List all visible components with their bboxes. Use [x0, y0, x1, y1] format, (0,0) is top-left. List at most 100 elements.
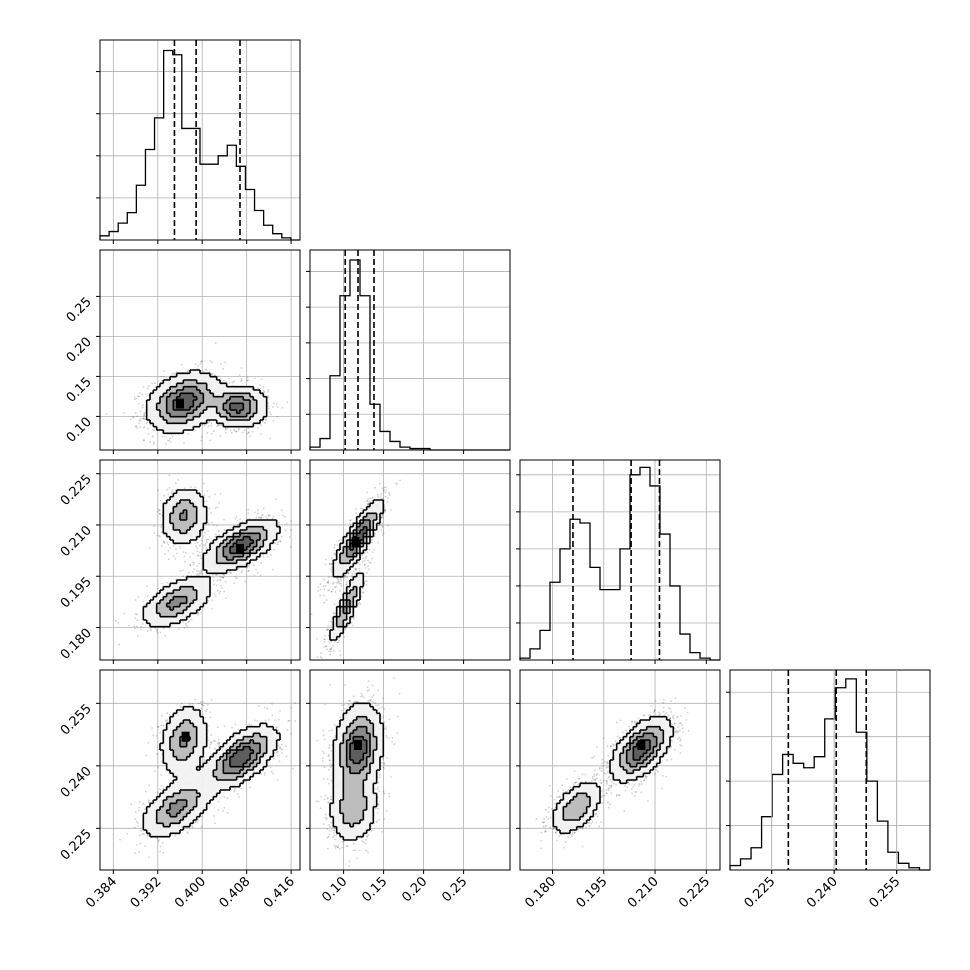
scatter-point	[276, 406, 279, 408]
scatter-point	[367, 502, 370, 505]
pair-plot-area	[105, 342, 289, 445]
scatter-point	[380, 493, 383, 495]
scatter-point	[160, 375, 163, 378]
scatter-point	[271, 406, 274, 408]
contour-line	[165, 509, 261, 611]
scatter-point	[134, 425, 137, 428]
scatter-point	[146, 387, 149, 390]
scatter-point	[182, 575, 185, 578]
scatter-point	[207, 599, 210, 602]
scatter-point	[334, 586, 336, 589]
scatter-point	[218, 501, 221, 504]
scatter-point	[240, 569, 243, 572]
hist-panel-2-frame	[519, 459, 721, 661]
scatter-point	[214, 533, 217, 536]
scatter-point	[260, 514, 263, 517]
scatter-point	[260, 517, 262, 519]
scatter-point	[162, 494, 165, 497]
scatter-point	[359, 507, 362, 510]
scatter-point	[218, 592, 221, 595]
scatter-point	[190, 618, 193, 621]
scatter-point	[198, 551, 201, 554]
scatter-point	[367, 503, 369, 506]
scatter-point	[203, 531, 206, 534]
scatter-point	[270, 548, 273, 551]
scatter-point	[198, 562, 201, 565]
pair-plot-area	[114, 474, 293, 646]
scatter-point	[388, 494, 391, 496]
scatter-point	[216, 524, 218, 527]
scatter-point	[143, 439, 145, 441]
scatter-point	[238, 521, 241, 524]
scatter-point	[384, 495, 387, 498]
hist-panel-0-frame	[99, 39, 301, 241]
scatter-point	[210, 607, 213, 610]
scatter-point	[238, 374, 241, 376]
scatter-point	[134, 617, 137, 619]
scatter-point	[193, 568, 195, 571]
contour-line	[155, 379, 258, 425]
scatter-point	[138, 422, 140, 425]
scatter-point	[177, 628, 180, 631]
scatter-point	[207, 530, 209, 532]
scatter-point	[381, 515, 383, 518]
scatter-point	[167, 549, 170, 552]
scatter-point	[267, 402, 270, 405]
scatter-point	[197, 612, 200, 615]
scatter-point	[135, 427, 138, 429]
scatter-point	[186, 574, 189, 577]
scatter-point	[114, 619, 117, 622]
scatter-point	[267, 407, 270, 410]
scatter-point	[333, 553, 336, 556]
scatter-point	[259, 433, 262, 435]
scatter-point	[214, 342, 217, 344]
scatter-point	[197, 611, 200, 614]
scatter-point	[143, 604, 146, 607]
scatter-point	[200, 572, 203, 575]
scatter-point	[381, 487, 384, 490]
scatter-point	[168, 439, 171, 442]
scatter-point	[240, 380, 242, 383]
scatter-point	[355, 568, 358, 571]
scatter-point	[343, 574, 346, 577]
scatter-point	[262, 556, 265, 559]
scatter-point	[208, 507, 211, 510]
scatter-point	[246, 433, 249, 435]
scatter-point	[330, 575, 333, 578]
scatter-point	[235, 430, 238, 433]
scatter-point	[220, 585, 222, 587]
scatter-point	[147, 595, 149, 597]
scatter-point	[219, 435, 222, 437]
scatter-point	[191, 570, 194, 573]
scatter-point	[368, 548, 371, 551]
scatter-point	[387, 496, 389, 499]
scatter-point	[361, 553, 363, 556]
scatter-point	[151, 382, 154, 385]
scatter-point	[247, 570, 250, 573]
scatter-point	[233, 428, 235, 431]
scatter-point	[247, 512, 250, 515]
scatter-point	[234, 575, 237, 578]
scatter-point	[223, 518, 225, 521]
scatter-point	[225, 431, 227, 434]
scatter-point	[139, 426, 142, 429]
scatter-point	[239, 518, 242, 521]
scatter-point	[390, 508, 392, 511]
scatter-point	[240, 367, 243, 369]
scatter-point	[272, 419, 275, 422]
scatter-point	[205, 500, 208, 503]
scatter-point	[223, 379, 225, 382]
scatter-point	[158, 509, 161, 511]
scatter-point	[169, 437, 172, 440]
scatter-point	[327, 589, 329, 592]
scatter-point	[339, 578, 342, 580]
scatter-point	[150, 629, 152, 632]
scatter-point	[217, 424, 219, 427]
hist-panel-0	[96, 39, 301, 244]
scatter-point	[378, 482, 381, 485]
scatter-point	[181, 569, 184, 572]
scatter-point	[336, 577, 338, 580]
scatter-point	[143, 412, 146, 415]
scatter-point	[247, 508, 250, 511]
scatter-point	[371, 496, 374, 499]
